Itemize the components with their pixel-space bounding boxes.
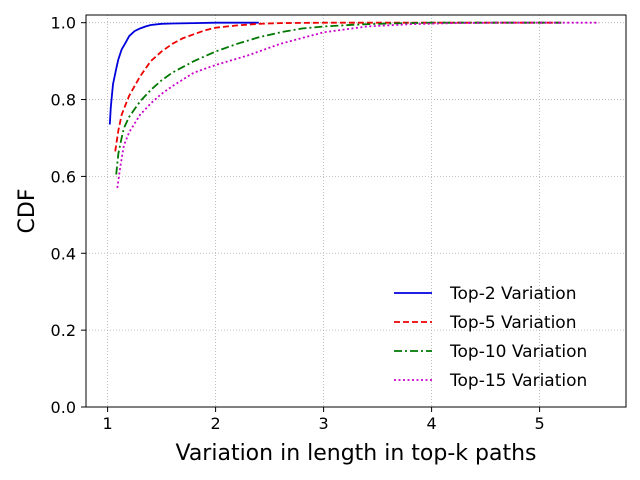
series-lines (108, 21, 599, 189)
x-tick-label: 4 (427, 414, 437, 433)
x-tick-label: 3 (319, 414, 329, 433)
y-tick-label: 0.2 (51, 321, 76, 340)
series-line (115, 21, 562, 175)
series-line (114, 21, 562, 152)
y-axis-title: CDF (15, 189, 40, 234)
legend: Top-2 Variation Top-5 Variation Top-10 Var… (394, 284, 587, 391)
y-tick-label: 0.8 (51, 91, 76, 110)
legend-label: Top-2 Variation (449, 284, 576, 304)
legend-label: Top-15 Variation (449, 371, 587, 391)
series-line (108, 21, 259, 125)
x-tick-label: 2 (211, 414, 221, 433)
series-line (116, 21, 599, 189)
x-axis-title: Variation in length in top-k paths (175, 441, 536, 466)
x-tick-label: 5 (535, 414, 545, 433)
y-tick-label: 1.0 (51, 14, 76, 33)
y-tick-label: 0.0 (51, 398, 76, 417)
y-tick-label: 0.4 (51, 244, 76, 263)
legend-label: Top-10 Variation (449, 342, 587, 362)
x-tick-label: 1 (103, 414, 113, 433)
axis-ticks: 1 2 3 4 5 0.0 0.2 0.4 0.6 0.8 1.0 (51, 14, 545, 433)
legend-label: Top-5 Variation (449, 313, 576, 333)
y-tick-label: 0.6 (51, 167, 76, 186)
plot-frame (85, 14, 627, 408)
